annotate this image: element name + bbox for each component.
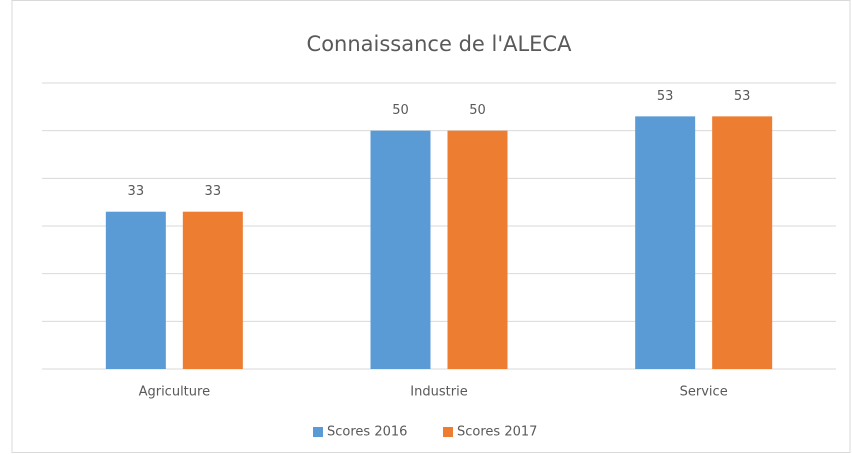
data-label: 53 xyxy=(734,89,751,104)
x-tick-label: Service xyxy=(680,385,728,400)
bar xyxy=(182,211,243,369)
chart-title: Connaissance de l'ALECA xyxy=(307,32,573,56)
x-tick-label: Agriculture xyxy=(139,385,211,400)
bar xyxy=(635,116,696,369)
bar xyxy=(447,130,508,369)
bar xyxy=(712,116,773,369)
data-label: 53 xyxy=(657,89,674,104)
data-label: 33 xyxy=(128,184,145,199)
data-label: 50 xyxy=(469,103,486,118)
data-label: 50 xyxy=(392,103,409,118)
legend-label: Scores 2017 xyxy=(457,425,537,440)
x-tick-label: Industrie xyxy=(410,385,467,400)
bar xyxy=(105,211,166,369)
data-label: 33 xyxy=(205,184,222,199)
bar xyxy=(370,130,431,369)
legend-swatch xyxy=(443,427,453,437)
legend-swatch xyxy=(313,427,323,437)
legend-label: Scores 2016 xyxy=(327,425,407,440)
